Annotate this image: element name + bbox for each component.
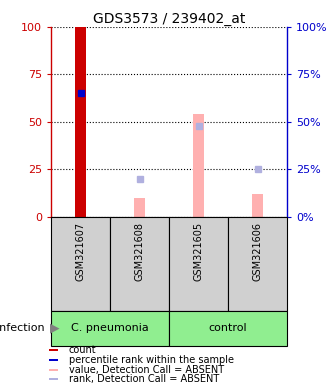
- Text: rank, Detection Call = ABSENT: rank, Detection Call = ABSENT: [69, 374, 219, 384]
- Bar: [75, 27, 86, 217]
- Bar: [110, 217, 169, 311]
- Text: ▶: ▶: [50, 322, 59, 335]
- Bar: [50, 369, 58, 371]
- Text: value, Detection Call = ABSENT: value, Detection Call = ABSENT: [69, 364, 224, 375]
- Bar: [50, 378, 58, 380]
- Text: count: count: [69, 345, 96, 356]
- Bar: [169, 311, 287, 346]
- Text: GSM321608: GSM321608: [135, 222, 145, 281]
- Bar: [51, 217, 110, 311]
- Text: GSM321605: GSM321605: [194, 222, 204, 281]
- Text: C. pneumonia: C. pneumonia: [71, 323, 149, 333]
- Text: infection: infection: [0, 323, 45, 333]
- Bar: [228, 217, 287, 311]
- Text: percentile rank within the sample: percentile rank within the sample: [69, 355, 234, 365]
- Text: control: control: [209, 323, 248, 333]
- Bar: [134, 198, 145, 217]
- Bar: [252, 194, 263, 217]
- Bar: [169, 217, 228, 311]
- Title: GDS3573 / 239402_at: GDS3573 / 239402_at: [93, 12, 245, 26]
- Bar: [50, 349, 58, 351]
- Text: GSM321607: GSM321607: [76, 222, 86, 281]
- Text: GSM321606: GSM321606: [252, 222, 263, 281]
- Bar: [50, 359, 58, 361]
- Bar: [193, 114, 204, 217]
- Bar: [51, 311, 169, 346]
